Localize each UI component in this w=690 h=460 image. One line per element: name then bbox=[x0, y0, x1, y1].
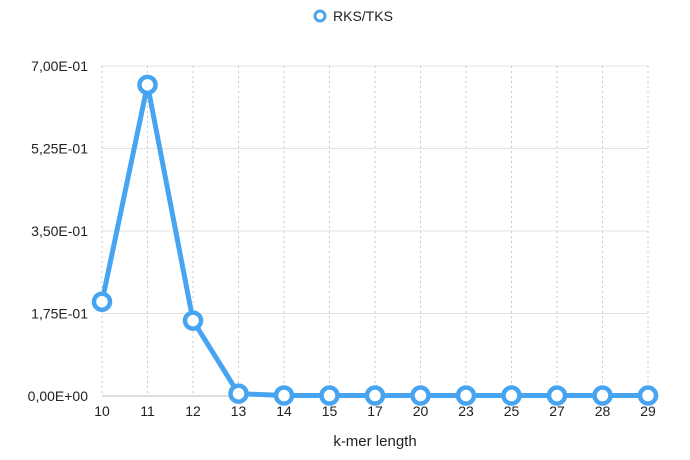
x-tick-label: 23 bbox=[458, 403, 474, 419]
y-tick-label: 5,25E-01 bbox=[31, 141, 88, 157]
legend-label: RKS/TKS bbox=[333, 8, 393, 24]
data-point-marker bbox=[410, 385, 431, 406]
data-point-marker bbox=[319, 385, 340, 406]
data-point-marker bbox=[501, 385, 522, 406]
x-tick-label: 27 bbox=[549, 403, 565, 419]
x-tick-label: 28 bbox=[595, 403, 611, 419]
y-tick-label: 7,00E-01 bbox=[31, 58, 88, 74]
data-point-marker bbox=[273, 385, 295, 406]
legend-marker bbox=[313, 9, 327, 23]
x-tick-label: 17 bbox=[367, 403, 383, 419]
x-tick-label: 29 bbox=[640, 403, 656, 419]
data-point-marker bbox=[364, 385, 386, 406]
x-tick-label: 14 bbox=[276, 403, 292, 419]
x-tick-label: 10 bbox=[94, 403, 110, 419]
y-tick-label: 3,50E-01 bbox=[31, 223, 88, 239]
y-tick-label: 0,00E+00 bbox=[28, 388, 89, 404]
x-tick-label: 15 bbox=[322, 403, 338, 419]
data-point-marker bbox=[637, 385, 659, 406]
data-point-marker bbox=[91, 291, 113, 312]
x-tick-label: 11 bbox=[140, 403, 155, 419]
x-tick-label: 12 bbox=[185, 403, 201, 419]
x-tick-label: 25 bbox=[504, 403, 520, 419]
y-tick-label: 1,75E-01 bbox=[31, 306, 88, 322]
data-point-marker bbox=[592, 385, 613, 406]
data-point-marker bbox=[455, 385, 477, 406]
data-point-marker bbox=[137, 74, 158, 96]
x-axis-title: k-mer length bbox=[333, 433, 416, 450]
data-point-marker bbox=[182, 310, 204, 331]
x-tick-label: 13 bbox=[231, 403, 247, 419]
x-tick-label: 20 bbox=[413, 403, 429, 419]
data-point-marker bbox=[546, 385, 568, 406]
data-point-marker bbox=[228, 383, 249, 404]
